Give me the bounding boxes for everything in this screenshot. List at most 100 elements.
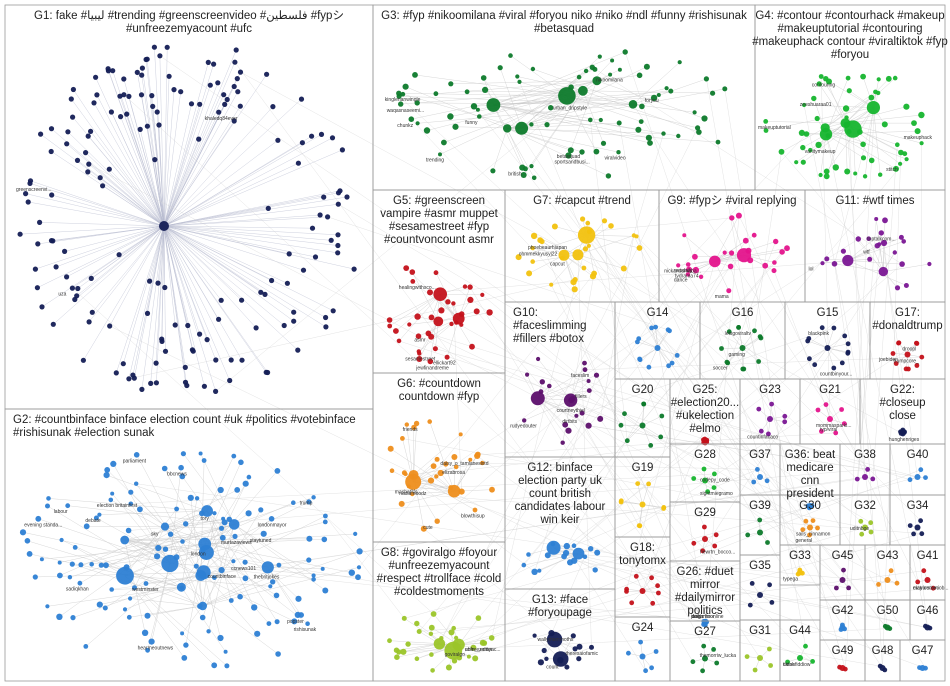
node xyxy=(439,636,444,641)
node xyxy=(428,624,435,631)
node xyxy=(239,357,245,363)
node xyxy=(414,620,420,627)
edge-intergroup xyxy=(458,527,866,645)
node xyxy=(757,529,763,536)
node xyxy=(410,491,415,497)
node xyxy=(798,129,806,136)
node xyxy=(83,523,90,530)
edge xyxy=(809,347,828,359)
node xyxy=(769,401,774,407)
edge xyxy=(163,149,343,227)
node-label: mommasparki... xyxy=(816,423,852,429)
edge xyxy=(157,225,165,284)
node xyxy=(159,336,165,342)
node-label: funny xyxy=(465,120,478,126)
node xyxy=(918,111,925,119)
node xyxy=(636,245,643,251)
edge xyxy=(203,572,221,639)
node-label: londonmayor xyxy=(258,523,287,529)
node xyxy=(722,86,728,92)
node xyxy=(840,622,845,628)
edge xyxy=(163,225,338,246)
node-label: dance xyxy=(674,278,688,284)
node xyxy=(64,141,70,147)
edge xyxy=(267,567,298,616)
node xyxy=(234,76,240,82)
edge xyxy=(651,327,658,349)
node xyxy=(184,382,190,389)
node xyxy=(702,536,708,542)
node xyxy=(356,565,362,570)
node xyxy=(550,541,556,547)
node xyxy=(592,66,598,72)
node xyxy=(50,321,56,327)
edge xyxy=(485,89,522,129)
node xyxy=(182,364,188,370)
node xyxy=(884,577,891,583)
node xyxy=(503,124,512,133)
edge xyxy=(129,605,203,618)
node xyxy=(567,147,574,154)
node xyxy=(649,665,654,671)
node xyxy=(218,525,225,531)
node xyxy=(59,537,64,543)
edge xyxy=(400,90,583,105)
node xyxy=(65,503,71,509)
node xyxy=(183,642,189,648)
node xyxy=(226,516,232,522)
edge-intergroup xyxy=(477,455,707,622)
node xyxy=(635,126,642,133)
node xyxy=(631,233,637,238)
node xyxy=(692,266,700,274)
node xyxy=(433,638,446,650)
node xyxy=(698,274,704,279)
node xyxy=(237,593,243,600)
node xyxy=(126,93,132,99)
edge xyxy=(91,543,205,565)
node xyxy=(258,507,264,513)
node xyxy=(752,328,757,334)
node xyxy=(856,129,863,135)
node-label: letsgoviraltv xyxy=(725,331,752,337)
node xyxy=(915,579,921,585)
edge xyxy=(67,131,165,227)
node xyxy=(866,101,881,115)
edge xyxy=(655,327,658,349)
node-label: daisy_o_tamlanesixtd xyxy=(440,461,488,467)
node-label: wallymammoths xyxy=(538,637,574,643)
node xyxy=(141,629,149,636)
edge xyxy=(163,64,214,227)
node xyxy=(199,510,205,517)
group-label-g23: G23 xyxy=(759,384,781,396)
edge xyxy=(124,575,215,666)
edge-intergroup xyxy=(844,91,876,629)
edge xyxy=(123,225,165,364)
node xyxy=(895,142,900,147)
edge xyxy=(107,68,165,227)
node xyxy=(866,236,871,241)
edge xyxy=(657,347,678,356)
edge xyxy=(132,225,165,376)
node xyxy=(803,131,810,137)
node xyxy=(444,641,463,660)
node xyxy=(785,659,790,665)
node xyxy=(83,644,89,649)
edge xyxy=(161,225,165,340)
node xyxy=(904,157,909,162)
node xyxy=(885,75,892,82)
node xyxy=(756,406,762,412)
edge xyxy=(145,575,201,584)
node xyxy=(309,225,316,231)
node xyxy=(335,201,341,207)
edge xyxy=(163,94,224,227)
node-label: capcut xyxy=(550,262,565,268)
edge-intergroup xyxy=(325,515,405,619)
edge xyxy=(163,208,269,227)
node xyxy=(415,121,420,126)
group-label-g11: G11: #wtf times xyxy=(835,195,914,207)
node xyxy=(639,103,645,110)
node xyxy=(468,457,473,462)
edge-intergroup xyxy=(413,481,926,669)
node xyxy=(572,277,578,283)
node xyxy=(228,357,234,363)
